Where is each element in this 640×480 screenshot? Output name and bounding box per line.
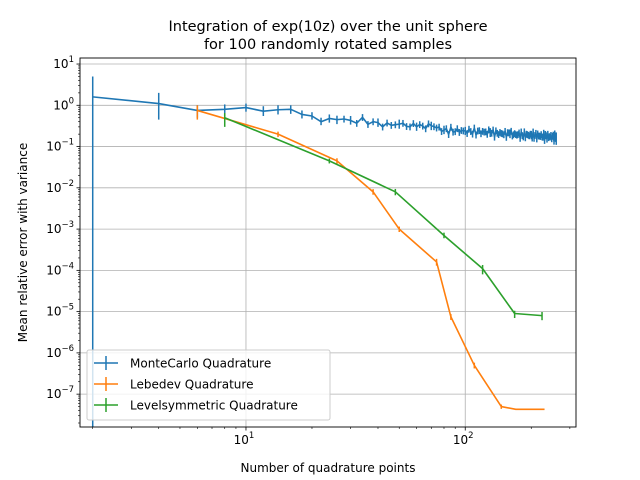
y-tick-base: 10 [46,387,61,401]
y-tick-exponent: −1 [61,138,74,148]
x-tick-base: 10 [234,433,249,447]
y-tick-label: 10−3 [46,220,74,236]
series-line-2 [224,116,543,317]
legend-label: Levelsymmetric Quadrature [130,399,298,413]
y-tick-label: 10−4 [46,261,74,277]
y-tick-label: 10−2 [46,179,74,195]
y-tick-base: 10 [53,98,68,112]
chart-title-line-1: Integration of exp(10z) over the unit sp… [168,19,487,35]
x-axis-label: Number of quadrature points [241,461,416,475]
y-tick-label: 10−6 [46,344,74,360]
plot-frame [79,57,577,428]
y-tick-base: 10 [46,346,61,360]
x-tick-label: 102 [453,431,474,447]
y-tick-exponent: −2 [61,179,74,189]
chart-title-line-2: for 100 randomly rotated samples [204,37,452,53]
series-line-0 [92,96,557,142]
y-tick-label: 100 [53,96,74,112]
series-line-1 [197,109,545,411]
legend-label: MonteCarlo Quadrature [130,357,271,371]
legend-label: Lebedev Quadrature [130,378,253,392]
y-tick-base: 10 [46,222,61,236]
y-tick-exponent: −4 [61,261,74,271]
y-tick-base: 10 [46,263,61,277]
y-tick-exponent: −6 [61,344,74,354]
y-tick-label: 10−5 [46,303,74,319]
y-tick-label: 10−1 [46,138,74,154]
y-tick-exponent: −7 [61,385,74,395]
y-tick-exponent: −3 [61,220,74,230]
y-tick-label: 101 [53,55,74,71]
y-tick-base: 10 [46,305,61,319]
y-tick-exponent: 1 [69,55,74,65]
legend: MonteCarlo Quadrature Lebedev Quadrature L… [86,349,331,421]
y-tick-base: 10 [53,57,68,71]
x-tick-label: 101 [234,431,255,447]
x-tick-base: 10 [453,433,468,447]
y-tick-exponent: 0 [69,96,74,106]
y-tick-base: 10 [46,181,61,195]
x-tick-exponent: 1 [249,431,254,441]
y-axis-label: Mean relative error with variance [16,143,30,342]
y-tick-label: 10−7 [46,385,74,401]
y-tick-base: 10 [46,140,61,154]
y-tick-exponent: −5 [61,303,74,313]
legend-box [86,349,331,421]
x-tick-exponent: 2 [468,431,473,441]
